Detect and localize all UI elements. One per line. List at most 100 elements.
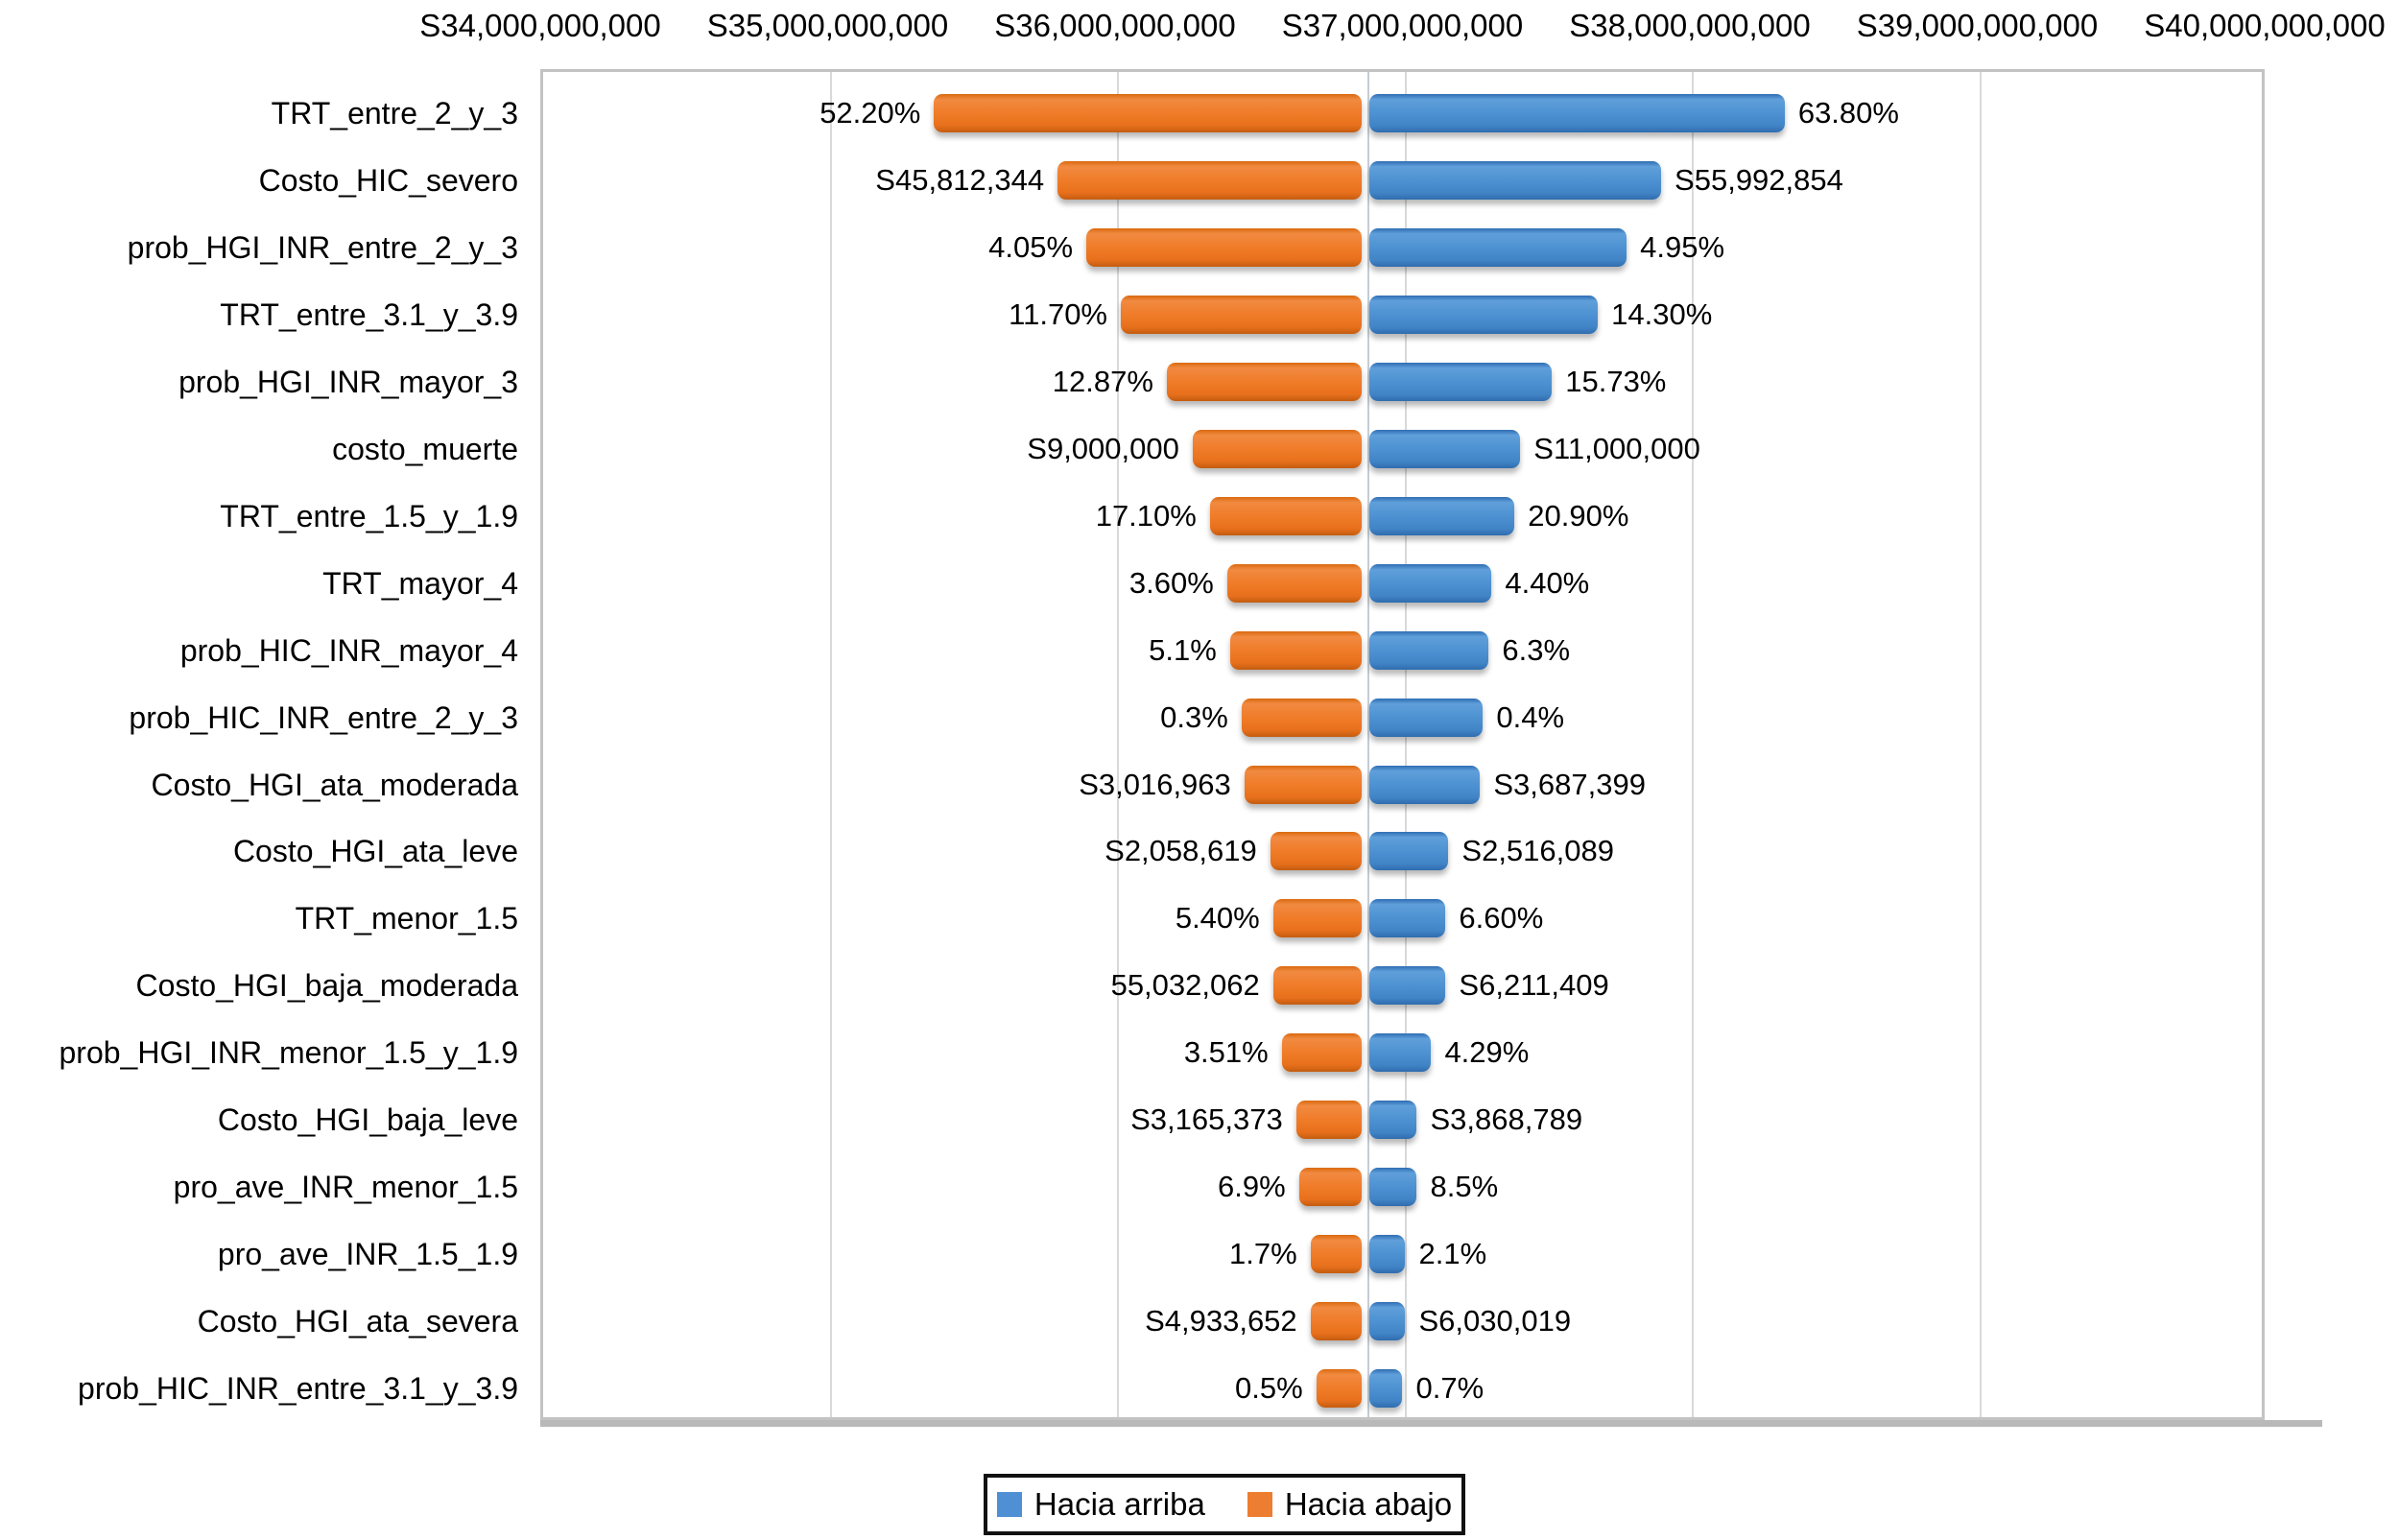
bar-hacia-arriba [1368, 765, 1481, 804]
bar-low-value-label: 3.51% [1183, 1035, 1269, 1070]
plot-area [540, 69, 2265, 1420]
bar-low-value-label: S3,016,963 [1079, 767, 1231, 801]
bar-low-value-label: 52.20% [819, 96, 921, 130]
bar-hacia-abajo [1244, 765, 1362, 804]
category-label: pro_ave_INR_1.5_1.9 [217, 1237, 518, 1272]
legend-label-hacia-arriba: Hacia arriba [1033, 1486, 1205, 1522]
bar-low-value-label: 17.10% [1095, 498, 1197, 533]
bar-high-value-label: 4.40% [1505, 565, 1590, 600]
bar-hacia-arriba [1368, 295, 1599, 334]
bar-high-value-label: 6.60% [1459, 901, 1544, 936]
category-label: Costo_HGI_ata_leve [232, 834, 518, 869]
bar-high-value-label: 0.4% [1496, 699, 1565, 734]
bar-hacia-abajo [1229, 630, 1362, 670]
bar-hacia-abajo [1298, 1168, 1362, 1207]
bar-low-value-label: 55,032,062 [1110, 968, 1260, 1003]
bar-hacia-arriba [1368, 966, 1446, 1006]
bar-low-value-label: 0.5% [1234, 1371, 1303, 1406]
gridline [1404, 72, 1407, 1417]
legend: Hacia arriba Hacia abajo [984, 1474, 1465, 1535]
bar-low-value-label: 12.87% [1052, 364, 1153, 398]
x-axis-tick-label: S34,000,000,000 [419, 8, 661, 43]
bar-hacia-abajo [934, 94, 1362, 132]
bar-high-value-label: S11,000,000 [1533, 431, 1700, 465]
hacia-abajo-swatch-icon [1247, 1492, 1272, 1517]
bar-low-value-label: 5.1% [1149, 632, 1217, 667]
category-label: Costo_HGI_ata_moderada [151, 767, 518, 802]
bar-high-value-label: S55,992,854 [1675, 162, 1843, 197]
bar-hacia-arriba [1368, 698, 1484, 737]
category-label: TRT_menor_1.5 [295, 901, 518, 936]
bar-high-value-label: 14.30% [1611, 296, 1713, 331]
bar-low-value-label: S2,058,619 [1104, 834, 1257, 868]
legend-item-hacia-abajo: Hacia abajo [1247, 1486, 1452, 1523]
bar-hacia-arriba [1368, 563, 1492, 603]
category-label: costo_muerte [332, 431, 518, 466]
bar-hacia-abajo [1226, 563, 1362, 603]
category-label: prob_HIC_INR_entre_2_y_3 [129, 699, 518, 735]
bar-high-value-label: S6,211,409 [1459, 968, 1609, 1003]
bar-high-value-label: S2,516,089 [1461, 834, 1614, 868]
bar-hacia-arriba [1368, 362, 1553, 401]
bar-hacia-abajo [1192, 429, 1362, 468]
bar-low-value-label: 0.3% [1160, 699, 1228, 734]
bar-high-value-label: 20.90% [1528, 498, 1629, 533]
bar-hacia-arriba [1368, 1302, 1406, 1341]
bar-hacia-arriba [1368, 832, 1449, 871]
bar-hacia-abajo [1310, 1235, 1362, 1274]
gridline [1979, 72, 1982, 1417]
category-label: TRT_entre_2_y_3 [271, 96, 518, 130]
bar-high-value-label: 0.7% [1415, 1371, 1485, 1406]
bar-high-value-label: 6.3% [1502, 632, 1571, 667]
bar-hacia-arriba [1368, 1168, 1417, 1207]
bar-hacia-abajo [1310, 1302, 1362, 1341]
bar-hacia-arriba [1368, 1101, 1417, 1140]
bar-low-value-label: 3.60% [1128, 565, 1214, 600]
x-axis-tick-label: S36,000,000,000 [994, 8, 1236, 43]
bar-high-value-label: 2.1% [1418, 1237, 1487, 1271]
bar-high-value-label: 4.95% [1640, 229, 1725, 264]
bar-low-value-label: S4,933,652 [1145, 1304, 1297, 1339]
bar-high-value-label: 8.5% [1430, 1170, 1499, 1204]
bar-hacia-abajo [1270, 832, 1362, 871]
bar-hacia-arriba [1368, 1033, 1432, 1073]
plot-bottom-shadow [540, 1420, 2322, 1427]
bar-high-value-label: 4.29% [1444, 1035, 1530, 1070]
gridline [1117, 72, 1119, 1417]
category-label: Costo_HGI_ata_severa [197, 1304, 518, 1339]
bar-high-value-label: S3,687,399 [1493, 767, 1646, 801]
category-label: Costo_HGI_baja_moderada [135, 968, 518, 1004]
bar-hacia-abajo [1316, 1369, 1362, 1409]
bar-hacia-arriba [1368, 899, 1446, 938]
category-label: Costo_HIC_severo [258, 162, 518, 198]
bar-hacia-abajo [1272, 899, 1362, 938]
bar-low-value-label: 1.7% [1229, 1237, 1297, 1271]
legend-label-hacia-abajo: Hacia abajo [1284, 1486, 1453, 1522]
category-label: prob_HIC_INR_mayor_4 [179, 632, 518, 668]
bar-hacia-arriba [1368, 227, 1627, 267]
category-label: TRT_entre_1.5_y_1.9 [220, 498, 518, 533]
bar-low-value-label: 11.70% [1009, 296, 1107, 331]
bar-hacia-abajo [1086, 227, 1362, 267]
bar-hacia-abajo [1241, 698, 1362, 737]
category-label: TRT_entre_3.1_y_3.9 [220, 296, 518, 332]
bar-hacia-arriba [1368, 429, 1521, 468]
category-label: prob_HGI_INR_entre_2_y_3 [127, 229, 518, 265]
category-label: Costo_HGI_baja_leve [217, 1102, 518, 1138]
legend-item-hacia-arriba: Hacia arriba [996, 1486, 1205, 1523]
category-label: pro_ave_INR_menor_1.5 [173, 1170, 518, 1205]
bar-high-value-label: 63.80% [1797, 96, 1899, 130]
bar-hacia-arriba [1368, 496, 1515, 535]
bar-hacia-abajo [1295, 1101, 1362, 1140]
x-axis-tick-label: S37,000,000,000 [1281, 8, 1524, 43]
bar-hacia-abajo [1057, 160, 1362, 200]
x-axis-tick-label: S39,000,000,000 [1856, 8, 2099, 43]
gridline [829, 72, 832, 1417]
bar-low-value-label: 4.05% [988, 229, 1074, 264]
category-axis-line [1366, 72, 1369, 1417]
x-axis-tick-label: S40,000,000,000 [2144, 8, 2386, 43]
bar-hacia-abajo [1281, 1033, 1362, 1073]
bar-high-value-label: 15.73% [1565, 364, 1667, 398]
bar-low-value-label: S3,165,373 [1130, 1102, 1283, 1137]
